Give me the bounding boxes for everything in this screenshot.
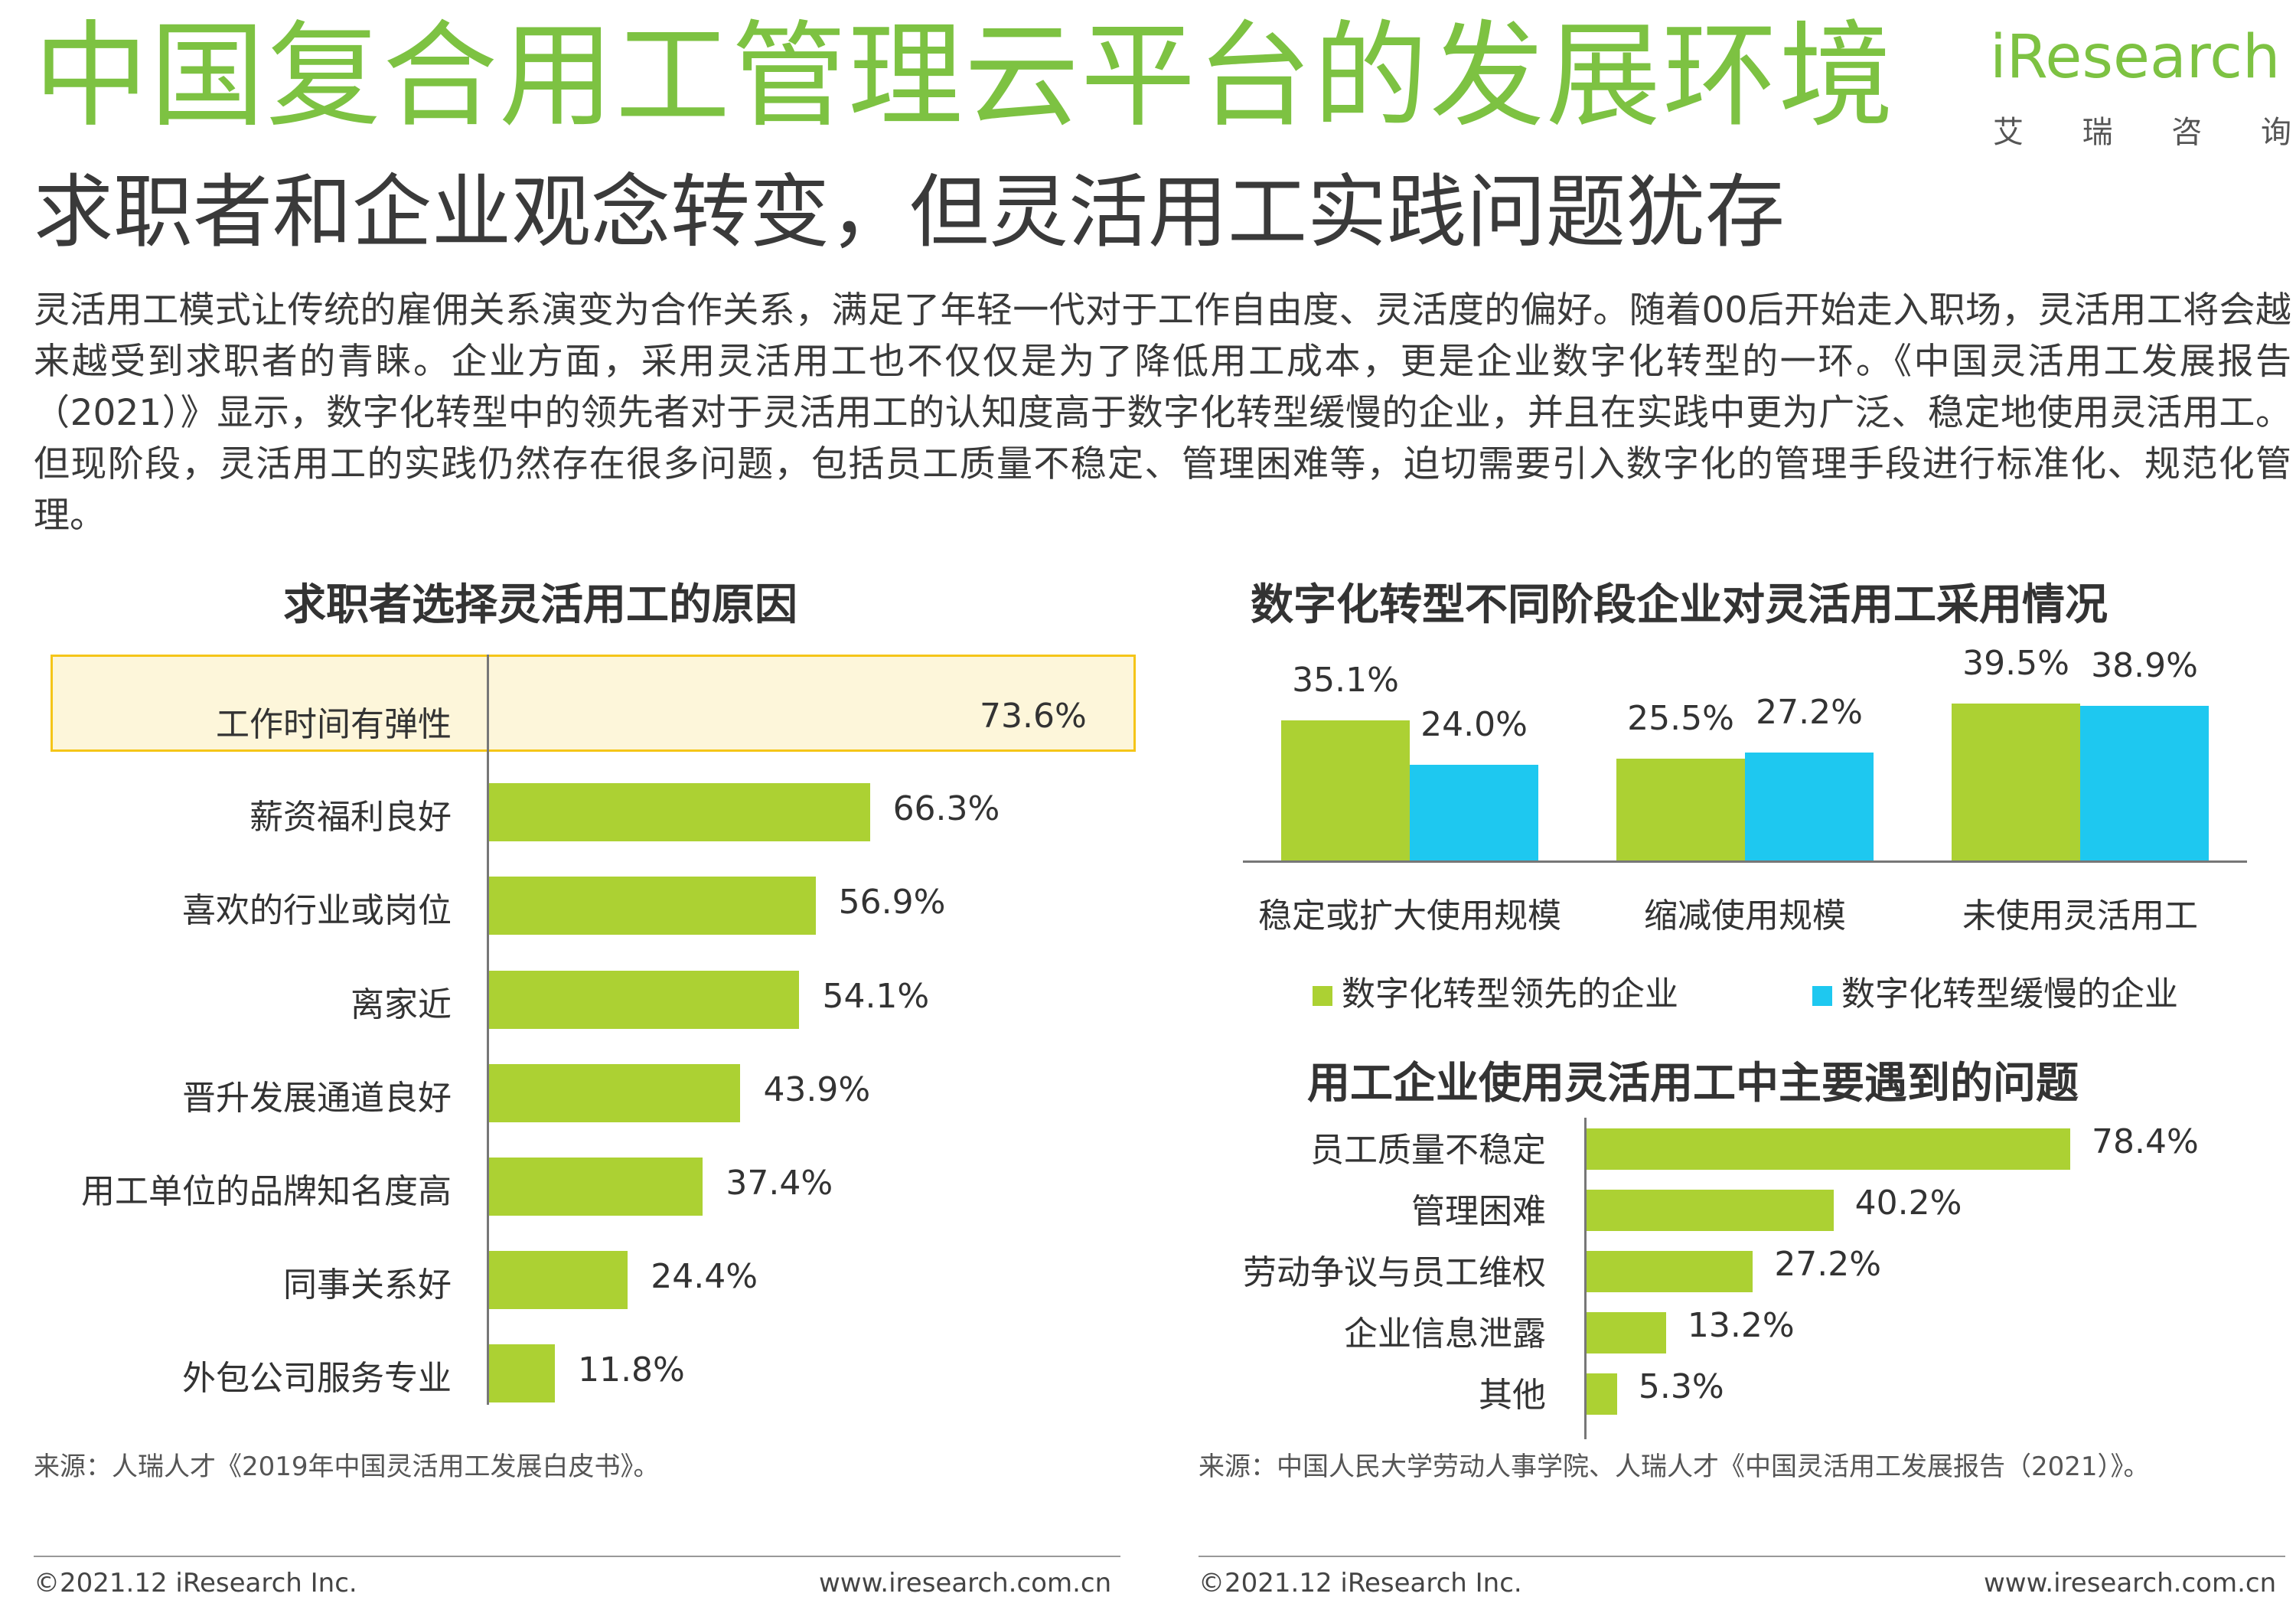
y-axis bbox=[487, 655, 489, 1405]
bar bbox=[1584, 1373, 1617, 1415]
category-label: 缩减使用规模 bbox=[1644, 896, 1846, 936]
footer-copyright-left: ©2021.12 iResearch Inc. bbox=[34, 1568, 357, 1598]
chart3-title: 用工企业使用灵活用工中主要遇到的问题 bbox=[1307, 1059, 2079, 1109]
value-label: 54.1% bbox=[822, 977, 930, 1016]
chart2-title: 数字化转型不同阶段企业对灵活用工采用情况 bbox=[1251, 580, 2108, 630]
bar bbox=[1616, 759, 1745, 860]
bar bbox=[487, 1251, 628, 1309]
bar bbox=[1952, 703, 2080, 860]
bar bbox=[1584, 1312, 1666, 1353]
page-subtitle: 求职者和企业观念转变，但灵活用工实践问题犹存 bbox=[34, 165, 1786, 259]
value-label: 38.9% bbox=[2091, 645, 2198, 685]
category-label: 工作时间有弹性 bbox=[216, 705, 452, 744]
legend-swatch bbox=[1313, 986, 1332, 1006]
footer-divider-right bbox=[1199, 1556, 2285, 1557]
value-label: 66.3% bbox=[892, 789, 1000, 828]
bar bbox=[2080, 705, 2209, 860]
value-label: 27.2% bbox=[1774, 1245, 1882, 1284]
value-label: 78.4% bbox=[2092, 1122, 2199, 1161]
bar bbox=[487, 1158, 703, 1216]
value-label: 24.0% bbox=[1420, 705, 1528, 745]
highlight-box bbox=[51, 655, 1136, 752]
footer-divider-left bbox=[34, 1556, 1120, 1557]
y-axis bbox=[1584, 1118, 1587, 1439]
page-title: 中国复合用工管理云平台的发展环境 bbox=[34, 10, 1896, 143]
x-axis bbox=[1243, 860, 2247, 863]
value-label: 25.5% bbox=[1627, 699, 1734, 739]
legend-label: 数字化转型缓慢的企业 bbox=[1841, 975, 2178, 1014]
bar bbox=[1410, 765, 1538, 860]
bar bbox=[1584, 1128, 2071, 1170]
value-label: 13.2% bbox=[1687, 1306, 1795, 1345]
category-label: 晋升发展通道良好 bbox=[182, 1079, 452, 1118]
category-label: 企业信息泄露 bbox=[1344, 1314, 1546, 1353]
chart1-reasons: 工作时间有弹性 73.6% 薪资福利良好 66.3% 喜欢的行业或岗位 56.9% 离家近 5… bbox=[0, 0, 1148, 1531]
logo-char: 询 bbox=[2260, 115, 2291, 150]
category-label: 同事关系好 bbox=[283, 1265, 452, 1304]
chart3-source: 来源：中国人民大学劳动人事学院、人瑞人才《中国灵活用工发展报告（2021）》。 bbox=[1199, 1451, 2150, 1482]
category-label: 稳定或扩大使用规模 bbox=[1258, 896, 1561, 936]
category-label: 劳动争议与员工维权 bbox=[1243, 1253, 1546, 1292]
value-label: 5.3% bbox=[1638, 1367, 1724, 1406]
logo-char: 艾 bbox=[1993, 115, 2024, 150]
footer-url-right[interactable]: www.iresearch.com.cn bbox=[1984, 1568, 2277, 1598]
bar bbox=[487, 877, 816, 935]
logo-char: 咨 bbox=[2171, 115, 2203, 150]
value-label: 39.5% bbox=[1962, 643, 2069, 683]
value-label: 35.1% bbox=[1292, 661, 1399, 700]
category-label: 外包公司服务专业 bbox=[182, 1359, 452, 1398]
bar bbox=[487, 1064, 741, 1122]
value-label: 56.9% bbox=[838, 883, 946, 922]
bar bbox=[487, 1344, 556, 1402]
footer-url-left[interactable]: www.iresearch.com.cn bbox=[819, 1568, 1112, 1598]
value-label: 43.9% bbox=[763, 1070, 871, 1109]
value-label: 37.4% bbox=[726, 1164, 833, 1203]
legend-label: 数字化转型领先的企业 bbox=[1342, 975, 1678, 1014]
bar bbox=[487, 971, 800, 1029]
value-label: 24.4% bbox=[651, 1257, 758, 1296]
category-label: 员工质量不稳定 bbox=[1310, 1131, 1546, 1170]
value-label: 73.6% bbox=[980, 697, 1087, 736]
bar bbox=[1584, 1251, 1753, 1292]
chart2-adoption: 35.1% 24.0% 稳定或扩大使用规模 25.5% 27.2% 缩减使用规模 39.5%… bbox=[1243, 643, 2247, 1014]
category-label: 薪资福利良好 bbox=[249, 798, 452, 837]
chart1-title: 求职者选择灵活用工的原因 bbox=[283, 580, 797, 630]
value-label: 40.2% bbox=[1854, 1184, 1962, 1223]
category-label: 未使用灵活用工 bbox=[1962, 896, 2198, 936]
logo-chinese-name: 艾 瑞 咨 询 bbox=[1993, 107, 2291, 152]
category-label: 其他 bbox=[1479, 1376, 1546, 1415]
value-label: 27.2% bbox=[1756, 692, 1863, 732]
chart3-problems: 员工质量不稳定 78.4% 管理困难 40.2% 劳动争议与员工维权 27.2% 企业信息泄… bbox=[1243, 1118, 2199, 1439]
footer-copyright-right: ©2021.12 iResearch Inc. bbox=[1199, 1568, 1522, 1598]
bar bbox=[1745, 752, 1874, 860]
legend-swatch bbox=[1812, 986, 1832, 1006]
chart1-source: 来源：人瑞人才《2019年中国灵活用工发展白皮书》。 bbox=[34, 1451, 660, 1482]
bar bbox=[487, 783, 870, 841]
category-label: 用工单位的品牌知名度高 bbox=[81, 1172, 452, 1211]
value-label: 11.8% bbox=[578, 1350, 685, 1389]
iresearch-logo: iResearch bbox=[1990, 23, 2281, 92]
category-label: 管理困难 bbox=[1411, 1192, 1546, 1231]
logo-char: 瑞 bbox=[2082, 115, 2113, 150]
intro-paragraph: 灵活用工模式让传统的雇佣关系演变为合作关系，满足了年轻一代对于工作自由度、灵活度… bbox=[34, 289, 2291, 537]
bar bbox=[1584, 1190, 1834, 1231]
category-label: 喜欢的行业或岗位 bbox=[182, 891, 452, 930]
category-label: 离家近 bbox=[351, 985, 452, 1024]
bar bbox=[1281, 720, 1410, 860]
